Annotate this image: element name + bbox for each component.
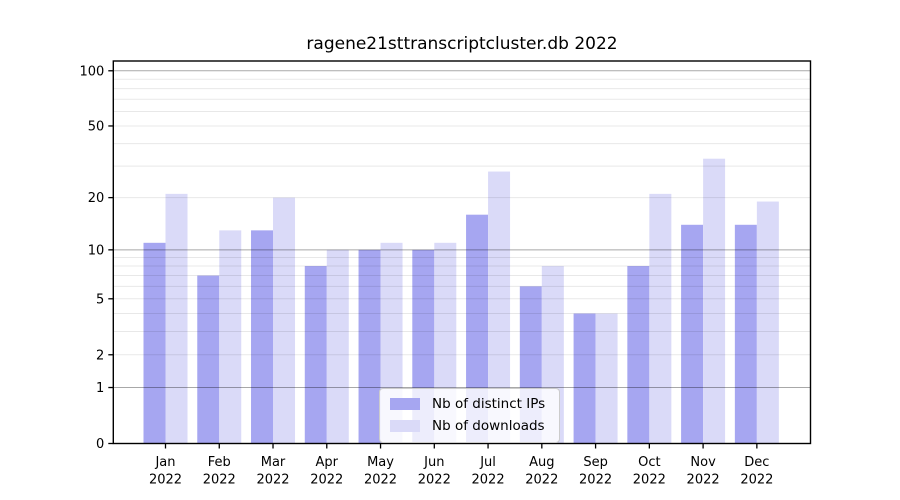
x-tick-label: Dec 2022 [740,455,773,488]
x-tick-label: Sep 2022 [579,455,612,488]
x-tick-label: Jul 2022 [472,455,505,488]
y-tick-label: 20 [88,191,105,206]
bar-dec-distinct-ips [734,224,757,444]
y-tick-label: 2 [96,348,104,363]
bar-jul-distinct-ips [466,214,489,444]
bar-apr-downloads [326,249,349,444]
bar-nov-distinct-ips [681,224,704,444]
x-tick-label: Nov 2022 [687,455,720,488]
bar-apr-distinct-ips [304,266,327,444]
y-tick-label: 0 [96,437,104,452]
legend-label-downloads: Nb of downloads [432,418,545,434]
bar-feb-downloads [219,230,242,444]
x-tick-label: Jun 2022 [418,455,451,488]
legend-label-distinct-ips: Nb of distinct IPs [432,396,546,412]
bar-mar-downloads [273,197,296,444]
x-tick-label: Mar 2022 [256,455,289,488]
bar-oct-downloads [649,193,672,444]
plot-frame [112,60,812,445]
bar-sep-downloads [595,313,618,444]
bar-feb-distinct-ips [197,275,220,444]
bar-oct-distinct-ips [627,266,650,444]
legend: Nb of distinct IPs Nb of downloads [379,388,561,443]
y-tick-label: 10 [88,243,105,258]
legend-row-downloads: Nb of downloads [390,415,545,437]
bar-jan-downloads [165,193,188,444]
x-tick-label: Aug 2022 [525,455,558,488]
bar-jan-distinct-ips [143,242,166,444]
x-tick-label: Jan 2022 [149,455,182,488]
bar-jul-downloads [488,171,511,444]
bar-sep-distinct-ips [573,313,596,444]
x-tick-label: Apr 2022 [310,455,343,488]
x-tick-label: Feb 2022 [203,455,236,488]
y-tick-label: 5 [96,292,104,307]
y-tick-label: 50 [88,119,105,134]
bar-nov-downloads [703,158,726,444]
bar-mar-distinct-ips [251,230,274,444]
bar-dec-downloads [756,201,779,444]
bar-may-distinct-ips [358,249,381,444]
legend-row-distinct-ips: Nb of distinct IPs [390,393,545,415]
x-tick-label: Oct 2022 [633,455,666,488]
legend-swatch-downloads [390,420,420,432]
x-tick-label: May 2022 [364,455,397,488]
y-tick-label: 100 [79,64,104,79]
chart-title: ragene21sttranscriptcluster.db 2022 [306,34,618,54]
y-tick-label: 1 [96,381,104,396]
legend-swatch-distinct-ips [390,398,420,410]
